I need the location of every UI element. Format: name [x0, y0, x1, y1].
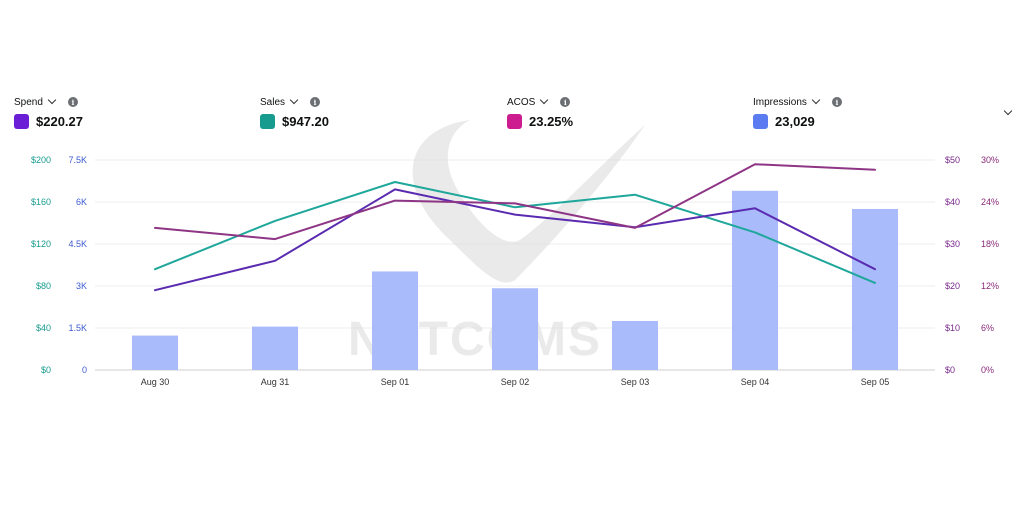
metric-value: 23,029 [775, 114, 815, 129]
info-icon[interactable]: i [310, 97, 321, 107]
impressions-bar [492, 288, 538, 370]
axis-tick-label: 4.5K [68, 239, 87, 249]
watermark-logo [412, 120, 645, 283]
axis-tick-label: 7.5K [68, 155, 87, 165]
metric-label[interactable]: Sales [260, 96, 286, 108]
axis-tick-label: $80 [36, 281, 51, 291]
axis-tick-label: 1.5K [68, 323, 87, 333]
info-icon[interactable]: i [560, 97, 571, 107]
x-tick-label: Sep 02 [501, 377, 530, 387]
x-tick-label: Sep 05 [861, 377, 890, 387]
x-tick-label: Sep 04 [741, 377, 770, 387]
metric-color-swatch[interactable] [14, 114, 29, 129]
axis-tick-label: 6% [981, 323, 994, 333]
x-tick-label: Aug 31 [261, 377, 290, 387]
axis-tick-label: 3K [76, 281, 87, 291]
chart-grid [95, 159, 935, 371]
axis-tick-label: 0% [981, 365, 994, 375]
impressions-bar [252, 326, 298, 370]
axis-tick-label: $0 [41, 365, 51, 375]
metric-value: 23.25% [529, 114, 574, 129]
chart-axes: $0 $40 $80 $120 $160 $200 0 1.5K 3K 4.5K 6K 7.5K $0 $… [31, 155, 999, 387]
metric-sales[interactable]: Sales i $947.20 [260, 94, 460, 129]
axis-tick-label: $10 [945, 323, 960, 333]
series-line-spend [154, 188, 876, 292]
axis-tick-label: $20 [945, 281, 960, 291]
metric-acos[interactable]: ACOS i 23.25% [507, 94, 707, 129]
metric-label[interactable]: Spend [14, 96, 43, 108]
x-tick-label: Aug 30 [141, 377, 170, 387]
axis-tick-label: 6K [76, 197, 87, 207]
axis-tick-label: 12% [981, 281, 999, 291]
impressions-bar [372, 271, 418, 370]
info-icon[interactable]: i [67, 97, 78, 107]
axis-tick-label: 0 [82, 365, 87, 375]
axis-tick-label: $30 [945, 239, 960, 249]
axis-tick-label: $40 [36, 323, 51, 333]
series-line-sales [154, 181, 876, 284]
metric-color-swatch[interactable] [507, 114, 522, 129]
impressions-bar [732, 190, 778, 370]
axis-tick-label: $200 [31, 155, 51, 165]
axis-tick-label: 24% [981, 197, 999, 207]
impressions-bar [852, 209, 898, 370]
x-tick-label: Sep 03 [621, 377, 650, 387]
metric-label[interactable]: Impressions [753, 96, 807, 108]
metric-value: $947.20 [282, 114, 329, 129]
metric-color-swatch[interactable] [260, 114, 275, 129]
axis-tick-label: $160 [31, 197, 51, 207]
impressions-bar [132, 335, 178, 370]
axis-tick-label: $50 [945, 155, 960, 165]
axis-tick-label: $120 [31, 239, 51, 249]
metric-value: $220.27 [36, 114, 83, 129]
impressions-bars [132, 190, 898, 370]
metric-spend[interactable]: Spend i $220.27 [14, 94, 214, 129]
x-tick-label: Sep 01 [381, 377, 410, 387]
series-line-acos [154, 163, 876, 241]
impressions-bar [612, 321, 658, 370]
axis-tick-label: $40 [945, 197, 960, 207]
metric-color-swatch[interactable] [753, 114, 768, 129]
axis-tick-label: 30% [981, 155, 999, 165]
metric-label[interactable]: ACOS [507, 96, 536, 108]
axis-tick-label: 18% [981, 239, 999, 249]
info-icon[interactable]: i [831, 97, 842, 107]
metric-impressions[interactable]: Impressions i 23,029 [753, 94, 953, 129]
series-lines [154, 163, 876, 292]
axis-tick-label: $0 [945, 365, 955, 375]
